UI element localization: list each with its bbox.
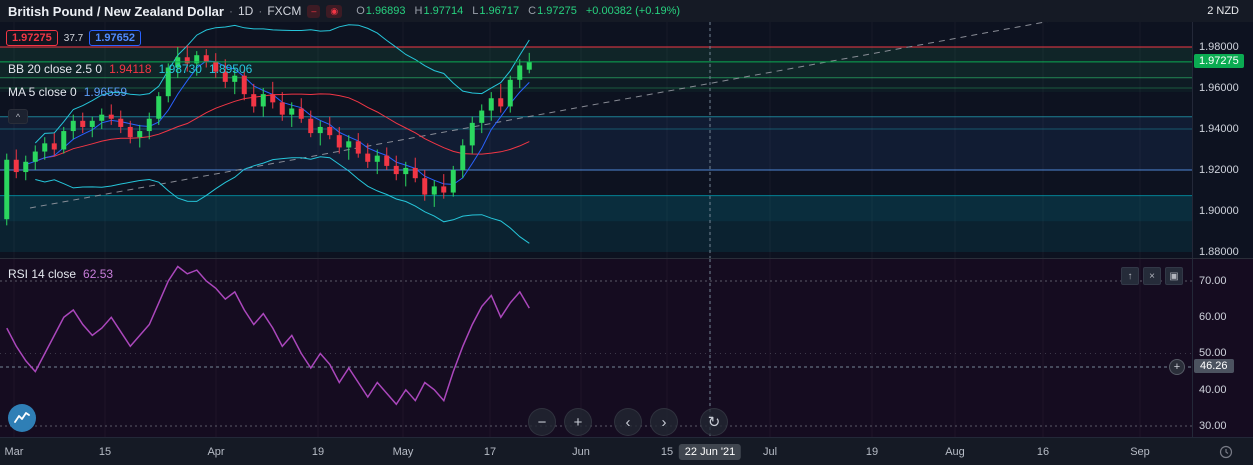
top-toolbar: British Pound / New Zealand Dollar · 1D …	[0, 0, 1253, 22]
bb-lower-value: 1.89506	[208, 62, 253, 76]
rsi-axis-label: 50.00	[1199, 347, 1227, 359]
close-pane-button[interactable]: ×	[1143, 267, 1161, 285]
crosshair-value-badge: 46.26	[1194, 359, 1234, 373]
zoom-in-button[interactable]: +	[564, 408, 592, 436]
chevron-up-icon: ^	[15, 111, 21, 122]
rsi-label: RSI 14 close	[8, 267, 77, 281]
bb-label: BB 20 close 2.5 0	[8, 62, 103, 76]
main-chart-canvas[interactable]	[0, 22, 1192, 259]
rsi-indicator-legend[interactable]: RSI 14 close 62.53	[8, 267, 113, 281]
rsi-axis-label: 70.00	[1199, 275, 1227, 287]
scroll-right-button[interactable]: ›	[650, 408, 678, 436]
scroll-left-button[interactable]: ‹	[614, 408, 642, 436]
time-axis-label: Aug	[945, 446, 965, 458]
bb-upper-value: 1.98730	[158, 62, 202, 76]
price-axis-label: 1.94000	[1199, 123, 1239, 135]
ohlc-readout: O1.96893 H1.97714 L1.96717 C1.97275 +0.0…	[356, 5, 680, 17]
chart-navigation: − + ‹ › ↻	[528, 408, 736, 436]
pane-resize-handle[interactable]	[0, 258, 1253, 259]
close-value: 1.97275	[537, 5, 577, 17]
maximize-pane-button[interactable]: ▣	[1165, 267, 1183, 285]
price-axis-label: 1.98000	[1199, 41, 1239, 53]
separator-dot: ·	[228, 4, 233, 18]
close-icon: ×	[1149, 270, 1155, 282]
price-axis-label: 1.96000	[1199, 82, 1239, 94]
time-axis-label: Sep	[1130, 446, 1150, 458]
time-axis-label: May	[392, 446, 414, 458]
zoom-out-button[interactable]: −	[528, 408, 556, 436]
crosshair-time-badge: 22 Jun '21	[678, 444, 742, 460]
time-axis-label: Jun	[572, 446, 590, 458]
exchange-label[interactable]: FXCM	[267, 4, 302, 18]
watermark-logo-icon[interactable]	[8, 404, 36, 432]
maximize-icon: ▣	[1169, 270, 1179, 282]
ma-value: 1.96559	[83, 85, 128, 99]
separator-dot: ·	[258, 4, 263, 18]
current-price-badge: 1.97275	[1194, 54, 1244, 68]
rsi-axis-label: 40.00	[1199, 384, 1227, 396]
spread-value: 37.7	[63, 32, 84, 44]
change-value: +0.00382 (+0.19%)	[585, 5, 681, 17]
time-axis-label: Mar	[4, 446, 24, 458]
rsi-value: 62.53	[83, 267, 114, 281]
time-axis-label: 15	[660, 446, 674, 458]
high-value: 1.97714	[423, 5, 464, 17]
add-alert-plus-icon[interactable]: +	[1169, 359, 1185, 375]
price-axis-label: 1.88000	[1199, 246, 1239, 258]
bb-indicator-legend[interactable]: BB 20 close 2.5 0 1.94118 1.98730 1.8950…	[8, 62, 252, 76]
ma-indicator-legend[interactable]: MA 5 close 0 1.96559	[8, 85, 127, 99]
quote-panel: 1.97275 37.7 1.97652	[6, 30, 141, 46]
rsi-pane-controls: ↑ × ▣	[1121, 267, 1183, 285]
interval-label[interactable]: 1D	[237, 4, 254, 18]
time-axis-label: 16	[1036, 446, 1050, 458]
arrow-up-icon: ↑	[1127, 270, 1133, 282]
rsi-axis-label: 60.00	[1199, 311, 1227, 323]
buy-price-button[interactable]: 1.97652	[89, 30, 141, 46]
snapshot-icon[interactable]: ◉	[326, 4, 343, 18]
high-label: H	[414, 5, 423, 17]
time-axis-label: Jul	[762, 446, 778, 458]
time-axis-label: 19	[311, 446, 325, 458]
time-axis[interactable]: Mar 15 Apr 19 May 17 Jun 15 22 Jun '21 Jul 19 Aug 16…	[0, 437, 1253, 465]
rsi-axis[interactable]: 46.26 70.00 60.00 50.00 40.00 30.00	[1192, 259, 1253, 437]
low-label: L	[472, 5, 479, 17]
move-pane-up-button[interactable]: ↑	[1121, 267, 1139, 285]
time-axis-label: 15	[98, 446, 112, 458]
collapse-legends-button[interactable]: ^	[8, 109, 28, 124]
symbol-title[interactable]: British Pound / New Zealand Dollar	[8, 3, 224, 19]
price-axis-label: 1.90000	[1199, 205, 1239, 217]
market-status-icon[interactable]: –	[307, 4, 321, 18]
open-label: O	[356, 5, 365, 17]
rsi-pane: RSI 14 close 62.53 ↑ × ▣ 46.26 70.00 60.0…	[0, 259, 1253, 437]
reset-chart-button[interactable]: ↻	[700, 408, 728, 436]
rsi-chart-canvas[interactable]	[0, 259, 1192, 437]
time-axis-label: 19	[865, 446, 879, 458]
clock-icon[interactable]	[1219, 445, 1233, 462]
low-value: 1.96717	[479, 5, 520, 17]
time-axis-label: 17	[483, 446, 497, 458]
open-value: 1.96893	[365, 5, 406, 17]
price-axis-label: 1.92000	[1199, 164, 1239, 176]
bb-basis-value: 1.94118	[109, 62, 152, 76]
axis-currency-label[interactable]: 2 NZD	[1201, 4, 1245, 18]
main-chart-pane: 1.97275 37.7 1.97652 BB 20 close 2.5 0 1…	[0, 22, 1253, 259]
rsi-axis-label: 30.00	[1199, 420, 1227, 432]
ma-label: MA 5 close 0	[8, 85, 77, 99]
close-label: C	[528, 5, 537, 17]
price-axis[interactable]: 1.97275 1.98000 1.96000 1.94000 1.92000 1.90…	[1192, 22, 1253, 259]
sell-price-button[interactable]: 1.97275	[6, 30, 58, 46]
time-axis-label: Apr	[207, 446, 225, 458]
